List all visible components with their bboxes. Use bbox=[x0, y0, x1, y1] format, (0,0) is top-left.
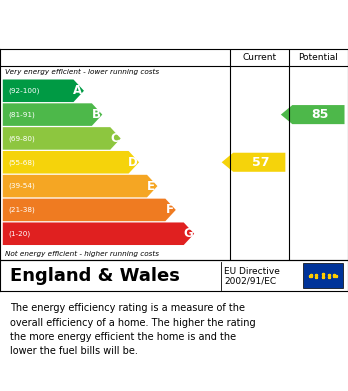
Text: Not energy efficient - higher running costs: Not energy efficient - higher running co… bbox=[5, 251, 159, 257]
Polygon shape bbox=[3, 222, 194, 245]
Text: Energy Efficiency Rating: Energy Efficiency Rating bbox=[10, 17, 232, 32]
Polygon shape bbox=[3, 175, 157, 197]
Polygon shape bbox=[3, 199, 176, 221]
Text: D: D bbox=[128, 156, 138, 169]
Text: (55-68): (55-68) bbox=[9, 159, 35, 165]
Polygon shape bbox=[3, 151, 139, 174]
Text: England & Wales: England & Wales bbox=[10, 267, 180, 285]
Text: Potential: Potential bbox=[299, 53, 338, 62]
Text: (1-20): (1-20) bbox=[9, 230, 31, 237]
Text: The energy efficiency rating is a measure of the
overall efficiency of a home. T: The energy efficiency rating is a measur… bbox=[10, 303, 256, 357]
Text: (39-54): (39-54) bbox=[9, 183, 35, 189]
Text: A: A bbox=[73, 84, 82, 97]
Text: (81-91): (81-91) bbox=[9, 111, 35, 118]
Polygon shape bbox=[281, 105, 345, 124]
Text: (69-80): (69-80) bbox=[9, 135, 35, 142]
Polygon shape bbox=[222, 153, 285, 172]
Text: 2002/91/EC: 2002/91/EC bbox=[224, 277, 277, 286]
Text: Current: Current bbox=[242, 53, 276, 62]
Text: G: G bbox=[183, 227, 193, 240]
Bar bbox=[303, 263, 343, 288]
Text: (92-100): (92-100) bbox=[9, 88, 40, 94]
Text: 57: 57 bbox=[252, 156, 270, 169]
Bar bbox=[0, 49, 348, 66]
Text: C: C bbox=[110, 132, 119, 145]
Polygon shape bbox=[3, 127, 121, 150]
Polygon shape bbox=[3, 103, 102, 126]
Text: EU Directive: EU Directive bbox=[224, 267, 280, 276]
Text: (21-38): (21-38) bbox=[9, 207, 35, 213]
Text: Very energy efficient - lower running costs: Very energy efficient - lower running co… bbox=[5, 69, 159, 75]
Polygon shape bbox=[3, 79, 84, 102]
Text: 85: 85 bbox=[311, 108, 329, 121]
Text: E: E bbox=[147, 179, 155, 193]
Text: B: B bbox=[92, 108, 101, 121]
Text: F: F bbox=[166, 203, 174, 216]
